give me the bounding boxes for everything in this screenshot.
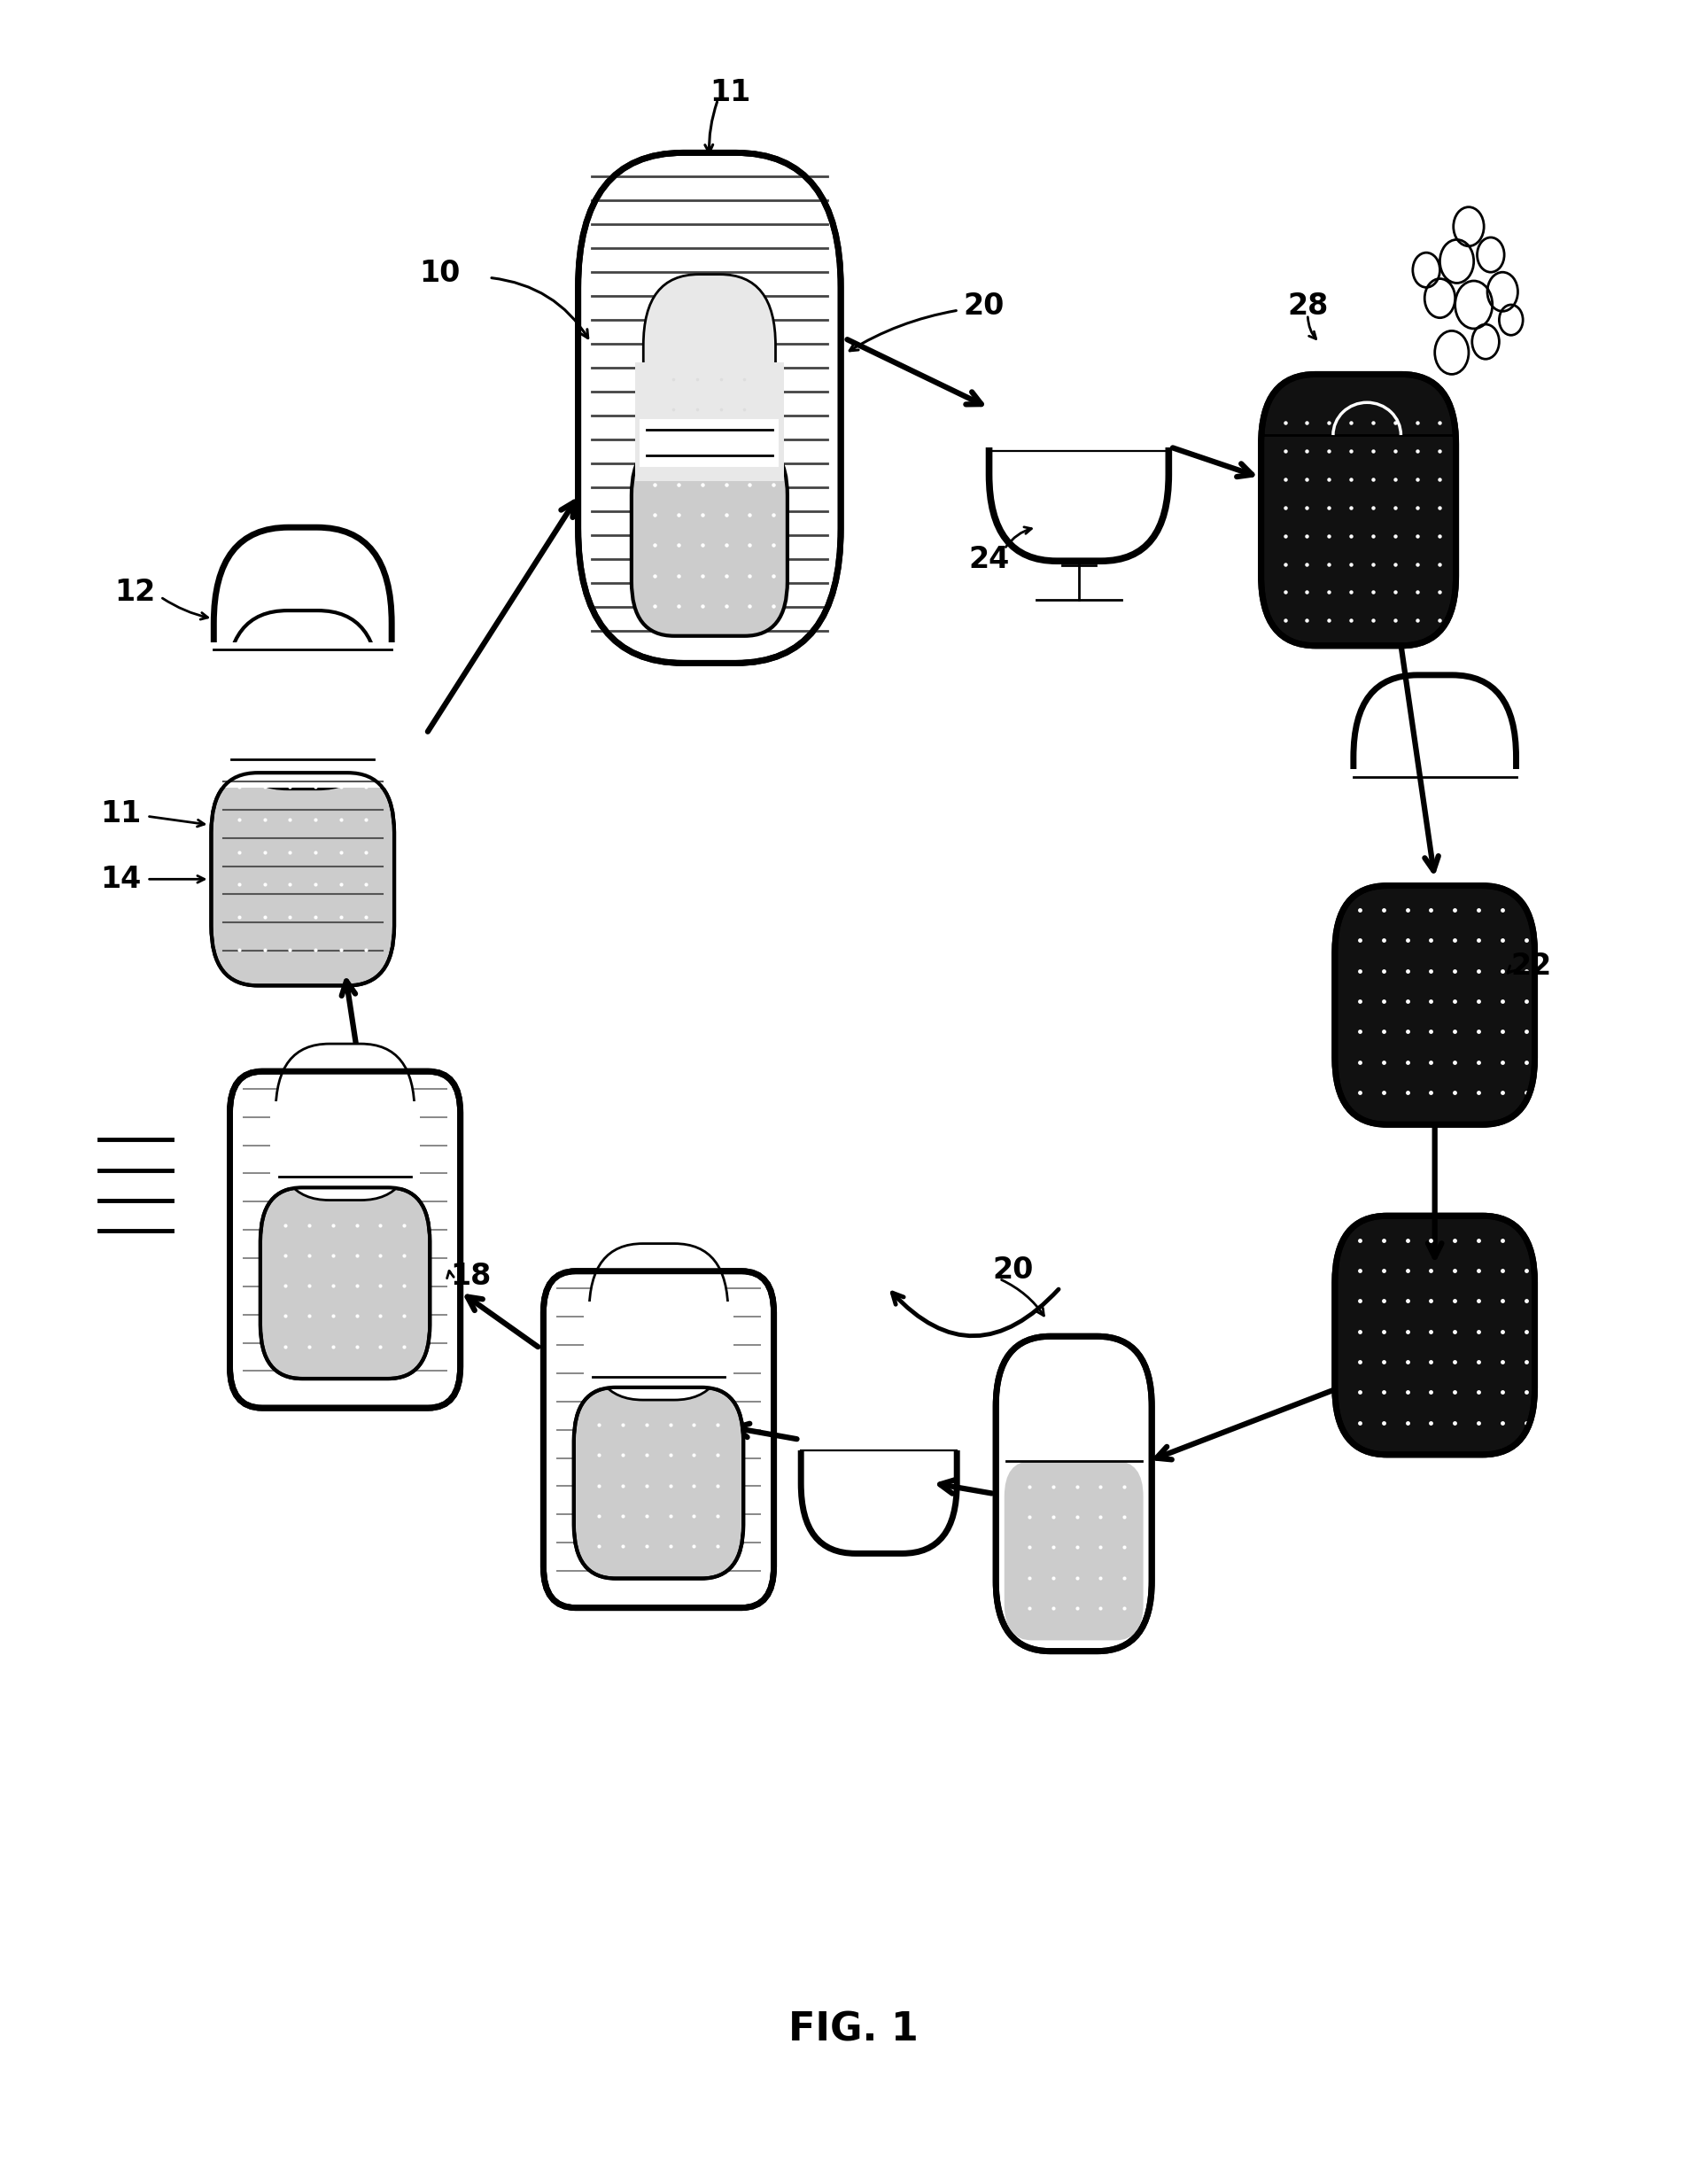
Text: 20: 20: [964, 290, 1005, 321]
Text: 20: 20: [992, 1256, 1033, 1284]
FancyBboxPatch shape: [261, 1188, 430, 1378]
FancyBboxPatch shape: [213, 526, 391, 767]
Bar: [1345, 769, 1524, 882]
FancyBboxPatch shape: [543, 1271, 773, 1607]
Text: 18: 18: [451, 1262, 492, 1291]
Bar: [975, 301, 1183, 448]
Bar: [584, 1302, 734, 1387]
Text: 22: 22: [1511, 952, 1552, 981]
FancyBboxPatch shape: [1354, 675, 1516, 871]
FancyBboxPatch shape: [579, 153, 842, 664]
FancyBboxPatch shape: [230, 1072, 461, 1409]
Bar: [196, 642, 408, 788]
FancyBboxPatch shape: [1335, 1216, 1535, 1455]
Text: FIG. 1: FIG. 1: [789, 2011, 918, 2049]
Bar: [270, 1101, 420, 1188]
Bar: [218, 675, 387, 773]
Text: 11: 11: [101, 799, 142, 828]
FancyBboxPatch shape: [212, 773, 394, 985]
FancyBboxPatch shape: [589, 1243, 729, 1400]
FancyBboxPatch shape: [1004, 1461, 1144, 1640]
FancyBboxPatch shape: [632, 441, 787, 636]
Text: 10: 10: [420, 258, 461, 288]
FancyBboxPatch shape: [801, 1348, 958, 1553]
FancyBboxPatch shape: [1335, 887, 1535, 1125]
Bar: [635, 363, 784, 480]
Text: 12: 12: [114, 579, 155, 607]
FancyBboxPatch shape: [988, 332, 1169, 561]
Bar: [640, 419, 778, 467]
FancyBboxPatch shape: [275, 1044, 415, 1201]
FancyBboxPatch shape: [1261, 373, 1456, 646]
FancyBboxPatch shape: [995, 1337, 1152, 1651]
FancyBboxPatch shape: [574, 1387, 743, 1579]
Text: 24: 24: [968, 546, 1009, 574]
FancyBboxPatch shape: [644, 275, 775, 470]
Text: 11: 11: [710, 79, 751, 107]
Text: 28: 28: [1287, 290, 1328, 321]
FancyBboxPatch shape: [227, 612, 379, 788]
Text: 14: 14: [101, 865, 142, 893]
Bar: [792, 1326, 966, 1450]
